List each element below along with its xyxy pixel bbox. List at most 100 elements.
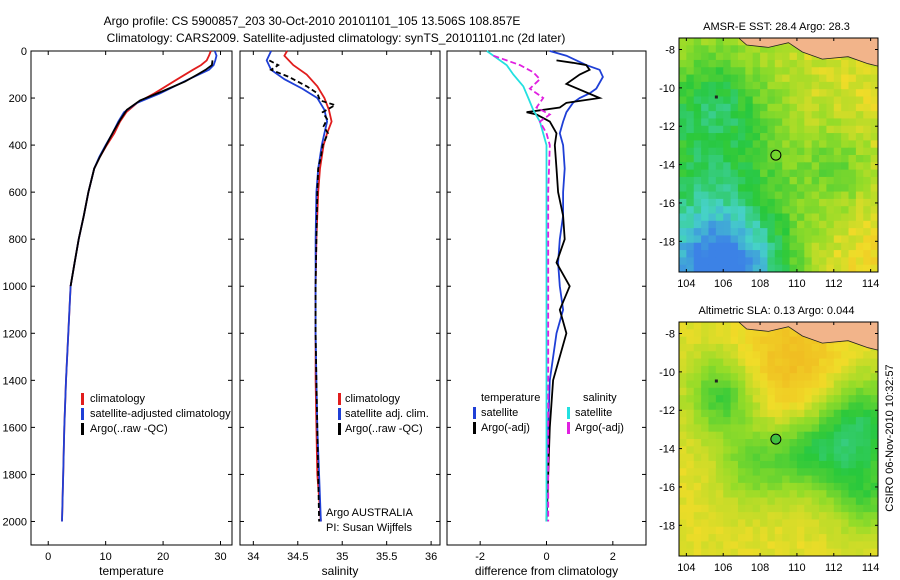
legend-entry: satellite adj. clim.: [345, 408, 429, 420]
annotation-text: PI: Susan Wijffels: [326, 522, 412, 534]
x-axis-label: salinity: [322, 564, 359, 578]
map-frame: [678, 321, 879, 557]
y-tick-label: -12: [659, 121, 675, 133]
x-tick-label: 35: [336, 551, 348, 563]
y-tick-label: 400: [9, 140, 27, 152]
legend-entry: satellite-adjusted climatology: [90, 408, 231, 420]
land-mass: [738, 38, 878, 67]
x-tick-label: 10: [100, 551, 112, 563]
legend-entry: climatology: [345, 393, 401, 405]
map-field: [679, 322, 878, 556]
x-tick-label: 2: [610, 551, 616, 563]
y-tick-label: -10: [659, 83, 675, 95]
x-tick-label: 104: [677, 278, 695, 290]
plot-frame: [30, 50, 233, 546]
series-line-temperature-argo-adj-: [526, 59, 603, 522]
legend-swatch: [473, 422, 476, 434]
series-line-argo-raw-qc-: [69, 60, 214, 287]
legend-swatch: [338, 393, 341, 405]
x-tick-label: 34: [247, 551, 259, 563]
x-tick-label: -2: [475, 551, 485, 563]
timestamp-label: CSIRO 06-Nov-2010 10:32:57: [884, 364, 896, 511]
y-tick-label: -16: [659, 198, 675, 210]
y-tick-label: 1600: [3, 422, 27, 434]
legend-entry: satellite: [575, 407, 612, 419]
legend-entry: Argo(..raw -QC): [345, 423, 423, 435]
x-tick-label: 30: [214, 551, 226, 563]
x-tick-label: 35.5: [376, 551, 397, 563]
legend-swatch: [473, 407, 476, 419]
salinity-panel: 34 34.5 35 35.5 36 salinity climatology satelli…: [239, 50, 441, 578]
legend-group-title: salinity: [583, 392, 617, 404]
x-tick-label: 114: [862, 278, 880, 290]
map-title: AMSR-E SST: 28.4 Argo: 28.3: [703, 21, 850, 33]
header-line-2: Climatology: CARS2009. Satellite-adjuste…: [107, 31, 566, 45]
sst-map-panel: 104 106 108 110 112 114 -8 -10 -12 -14 -16 -18 AMSR-…: [659, 21, 879, 290]
legend-swatch: [567, 407, 570, 419]
plot-frame: [239, 50, 441, 546]
y-tick-label: 1800: [3, 469, 27, 481]
y-tick-label: 800: [9, 234, 27, 246]
x-tick-label: 110: [788, 278, 806, 290]
legend-entry: satellite: [481, 407, 518, 419]
legend-swatch: [81, 423, 84, 435]
y-tick-label: 0: [21, 46, 27, 58]
temperature-panel: 0 10 20 30 0 200 400 600 800 1000 1200 1400 1600 1800…: [3, 46, 233, 578]
sla-map-panel: 104 106 108 110 112 114 -8 -10 -12 -14 -16 -18 Altim…: [659, 305, 879, 574]
island-marker: [714, 379, 718, 383]
land-mass: [738, 322, 878, 351]
x-tick-label: 110: [788, 562, 806, 574]
y-tick-label: -8: [665, 45, 675, 57]
x-tick-label: 112: [825, 278, 843, 290]
series-line-argo-raw-qc-: [268, 59, 338, 522]
x-tick-label: 106: [714, 278, 732, 290]
y-tick-label: 600: [9, 187, 27, 199]
x-tick-label: 0: [543, 551, 549, 563]
series-line-salinity-argo-adj-: [493, 54, 552, 522]
legend-swatch: [81, 393, 84, 405]
header-line-1: Argo profile: CS 5900857_203 30-Oct-2010…: [104, 14, 521, 28]
y-tick-label: -18: [659, 236, 675, 248]
x-tick-label: 114: [862, 562, 880, 574]
legend-swatch: [567, 422, 570, 434]
x-tick-label: 36: [425, 551, 437, 563]
legend-entry: Argo(..raw -QC): [90, 423, 168, 435]
x-axis-label: difference from climatology: [475, 564, 618, 578]
y-tick-label: -14: [659, 444, 675, 456]
x-tick-label: 112: [825, 562, 843, 574]
y-tick-label: 1000: [3, 281, 27, 293]
legend-entry: climatology: [90, 393, 146, 405]
map-title: Altimetric SLA: 0.13 Argo: 0.044: [699, 305, 855, 317]
series-line-temperature-satellite: [545, 50, 604, 522]
x-tick-label: 34.5: [287, 551, 308, 563]
legend-swatch: [338, 408, 341, 420]
y-tick-label: 1200: [3, 328, 27, 340]
legend-entry: Argo(-adj): [481, 422, 530, 434]
annotation-text: Argo AUSTRALIA: [326, 507, 413, 519]
x-tick-label: 108: [751, 278, 769, 290]
x-tick-label: 20: [157, 551, 169, 563]
series-line-salinity-satellite: [486, 50, 548, 522]
map-field: [679, 38, 878, 272]
y-tick-label: -10: [659, 367, 675, 379]
y-tick-label: 200: [9, 93, 27, 105]
x-tick-label: 0: [45, 551, 51, 563]
x-axis-label: temperature: [99, 564, 164, 578]
x-tick-label: 104: [677, 562, 695, 574]
y-tick-label: -8: [665, 329, 675, 341]
map-frame: [678, 37, 879, 273]
y-tick-label: -16: [659, 482, 675, 494]
y-tick-label: 1400: [3, 375, 27, 387]
legend-group-title: temperature: [481, 392, 540, 404]
legend-swatch: [338, 423, 341, 435]
argo-position-marker: [770, 149, 782, 161]
x-tick-label: 108: [751, 562, 769, 574]
argo-position-marker: [770, 433, 782, 445]
island-marker: [714, 95, 718, 99]
legend-swatch: [81, 408, 84, 420]
y-tick-label: 2000: [3, 516, 27, 528]
y-tick-label: -12: [659, 405, 675, 417]
y-tick-label: -18: [659, 520, 675, 532]
